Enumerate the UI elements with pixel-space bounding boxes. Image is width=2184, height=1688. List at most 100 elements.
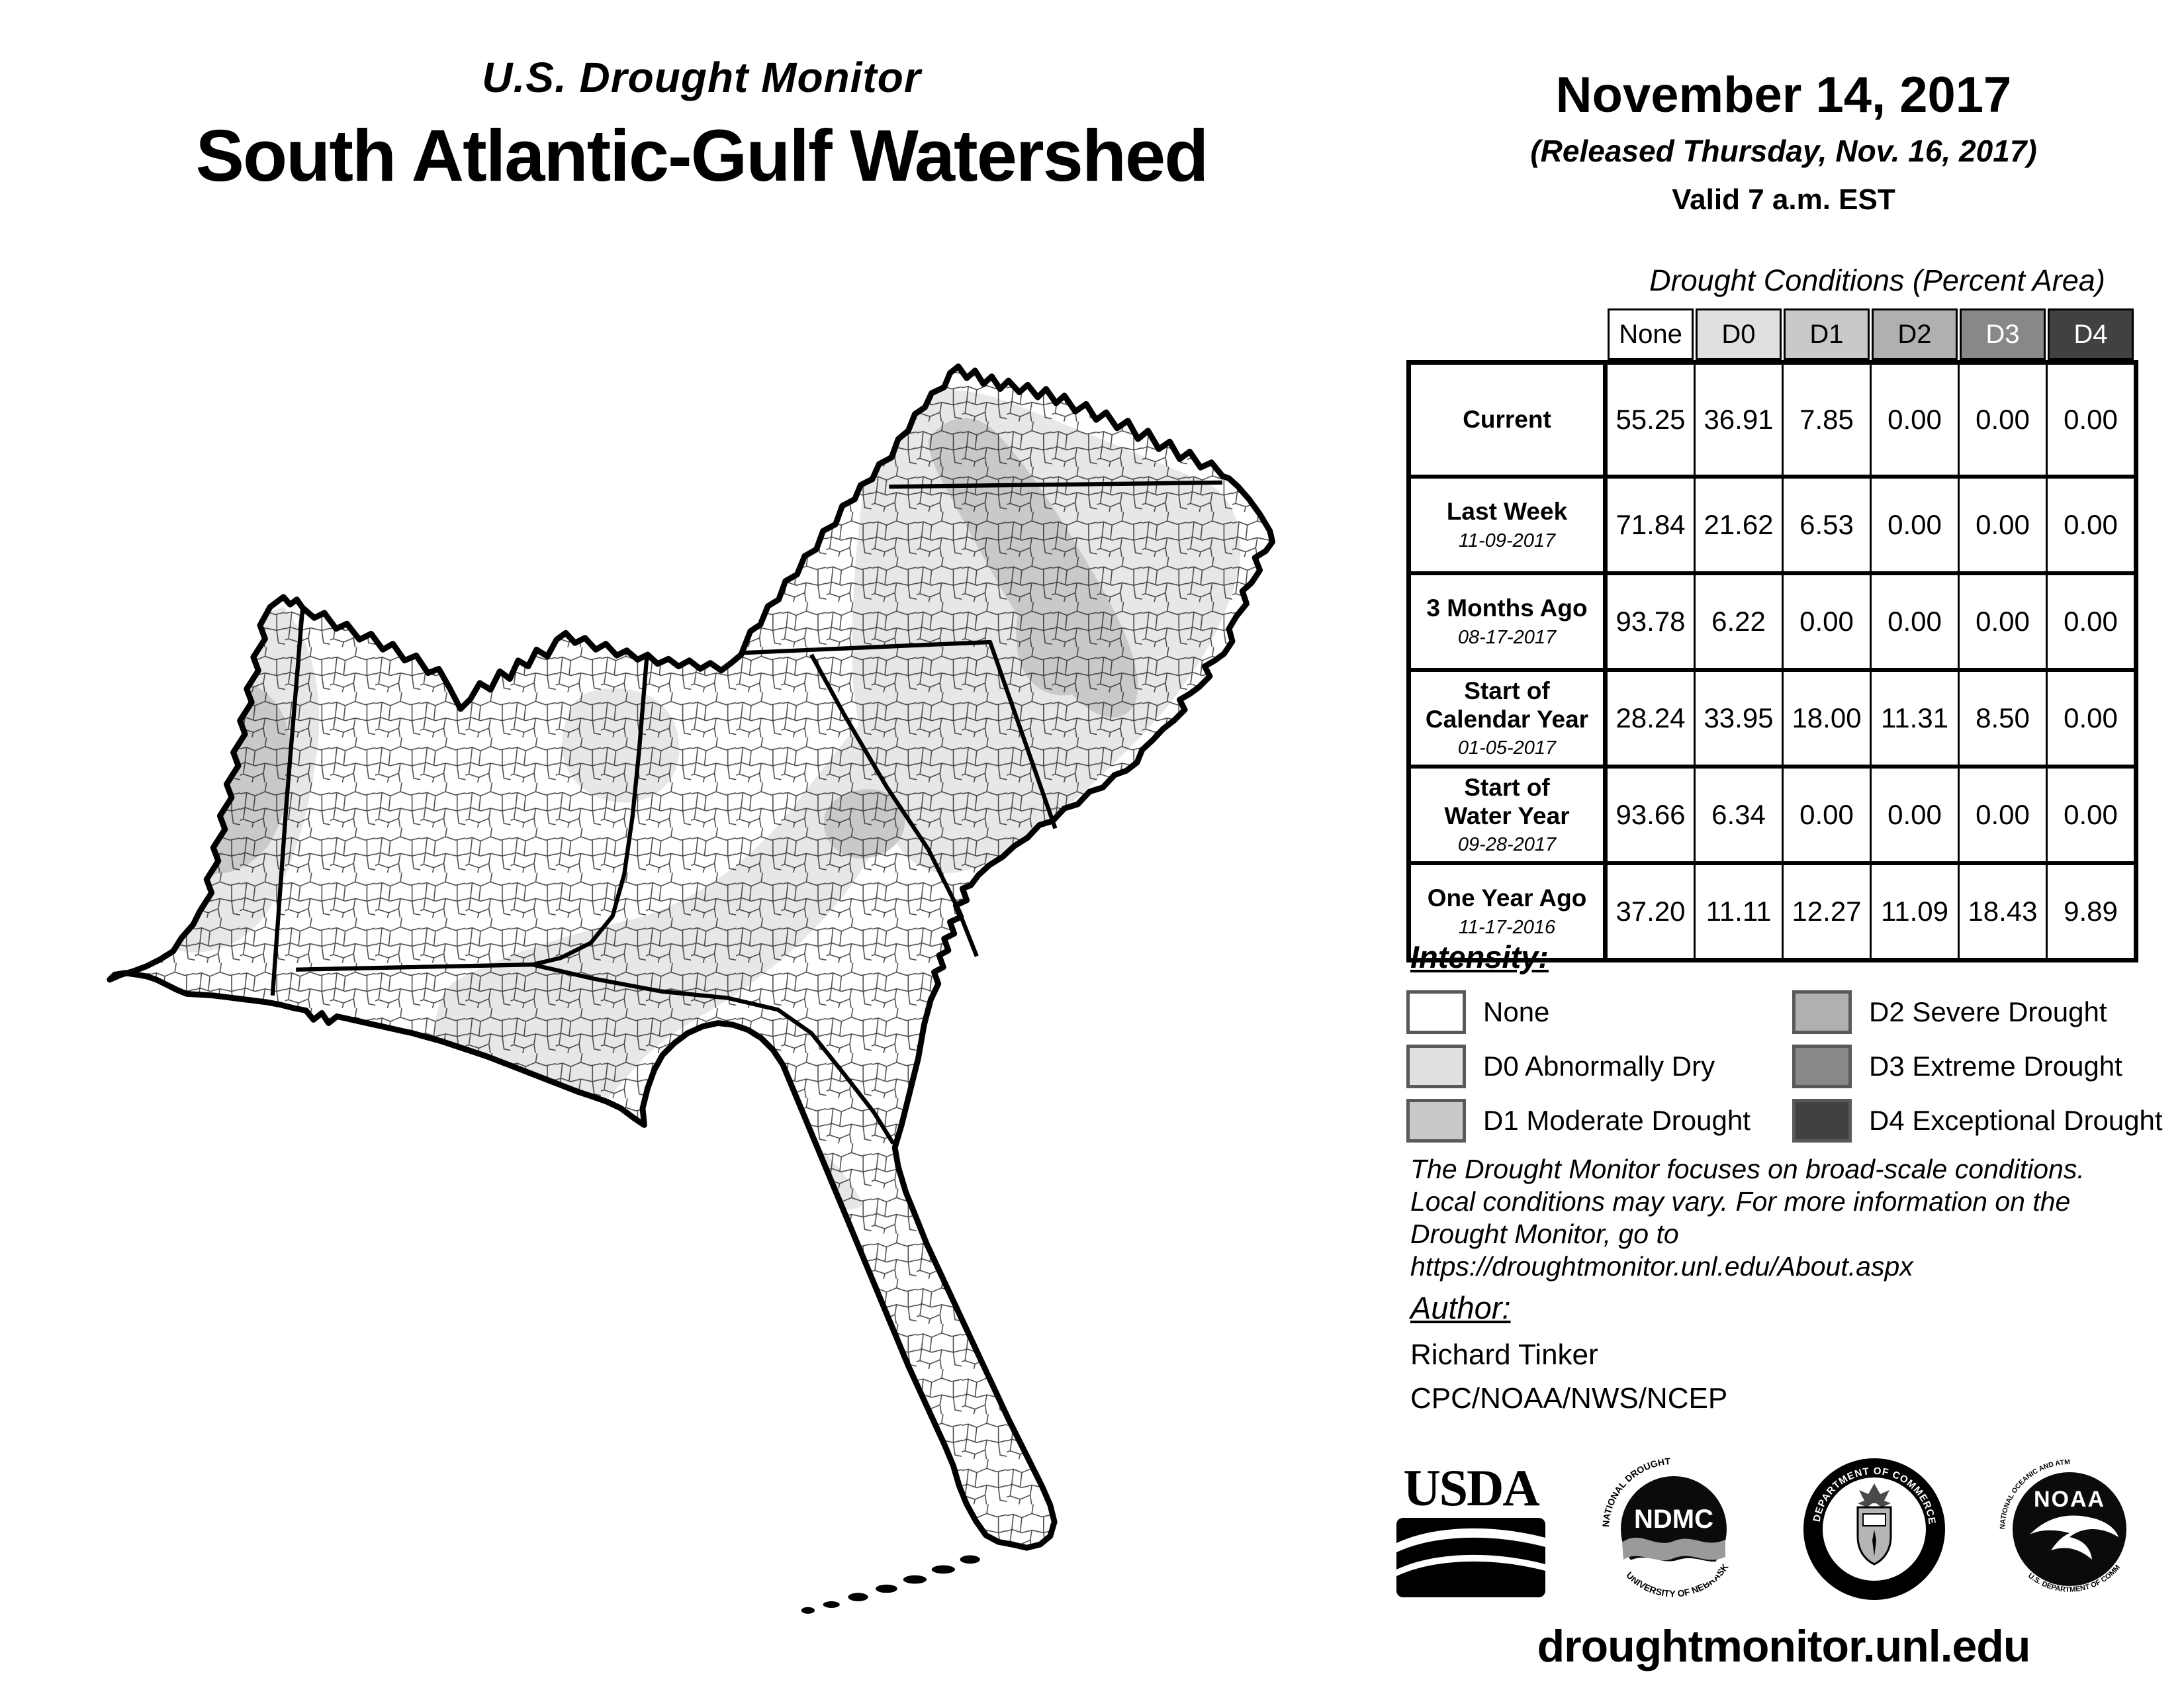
- table-column-header-d1: D1: [1784, 308, 1870, 360]
- row-label-text: Start of: [1464, 677, 1550, 704]
- row-label-text: Start of: [1464, 773, 1550, 801]
- value-cell-d0: 11.11: [1696, 865, 1784, 958]
- value-cell-d1: 0.00: [1784, 575, 1872, 668]
- usda-logo-text: USDA: [1403, 1458, 1539, 1517]
- author-heading: Author:: [1410, 1290, 1511, 1325]
- legend-label: D4 Exceptional Drought: [1869, 1105, 2163, 1136]
- title-block: U.S. Drought Monitor South Atlantic-Gulf…: [26, 53, 1377, 198]
- legend-label: D0 Abnormally Dry: [1483, 1051, 1715, 1082]
- date-block: November 14, 2017 (Released Thursday, No…: [1423, 66, 2144, 216]
- table-column-header-d4: D4: [2048, 308, 2134, 360]
- value-cell-d1: 18.00: [1784, 672, 1872, 765]
- value-cell-d4: 0.00: [2064, 702, 2118, 733]
- commerce-seal: DEPARTMENT OF COMMERCE UNITED STATES OF …: [1802, 1457, 1945, 1600]
- legend-item-d4: D4 Exceptional Drought: [1792, 1094, 2167, 1148]
- noaa-seagull: [2030, 1515, 2118, 1560]
- value-cell-d1: 12.27: [1784, 865, 1872, 958]
- legend-swatch-none: [1406, 990, 1466, 1034]
- state-boundaries: [270, 480, 1222, 1145]
- row-label: Current: [1411, 365, 1608, 475]
- row-label: 3 Months Ago 08-17-2017: [1411, 575, 1608, 668]
- table-column-header-d0: D0: [1696, 308, 1782, 360]
- value-cell-d1: 0.00: [1784, 769, 1872, 861]
- agency-logos: USDA NATIONAL DROUGHT MITIGATION CENTER …: [1396, 1446, 2144, 1612]
- legend-item-d3: D3 Extreme Drought: [1792, 1039, 2167, 1094]
- value-cell-d2: 0.00: [1872, 769, 1960, 861]
- watershed-outline: [107, 363, 1276, 1551]
- report-title: U.S. Drought Monitor: [482, 54, 921, 101]
- notes-line: The Drought Monitor focuses on broad-sca…: [1410, 1154, 2085, 1184]
- doc-eagle-shield: [1856, 1483, 1892, 1566]
- value-cell-none: 71.84: [1608, 479, 1696, 571]
- intensity-legend: None D0 Abnormally Dry D1 Moderate Drought…: [1406, 985, 2167, 1148]
- value-cell-d3: 0.00: [1960, 479, 2048, 571]
- legend-swatch-d3: [1792, 1045, 1852, 1088]
- row-label-text: Last Week: [1446, 498, 1568, 526]
- value-cell-d3: 0.00: [1960, 365, 2048, 475]
- value-cell-d1: 7.85: [1784, 365, 1872, 475]
- ndmc-logo: NATIONAL DROUGHT MITIGATION CENTER UNIVE…: [1594, 1450, 1752, 1607]
- region-title: South Atlantic-Gulf Watershed: [195, 115, 1209, 197]
- row-label: Start of Calendar Year 01-05-2017: [1411, 672, 1608, 765]
- value-cell-d4: 0.00: [2064, 509, 2118, 540]
- table-column-header-d3: D3: [1960, 308, 2046, 360]
- legend-label: None: [1483, 996, 1550, 1027]
- legend-label: D1 Moderate Drought: [1483, 1105, 1751, 1136]
- table-row: 3 Months Ago 08-17-2017 93.78 6.22 0.00 0.00 0…: [1411, 575, 2134, 672]
- value-cell-d2: 11.09: [1872, 865, 1960, 958]
- usda-logo: USDA: [1396, 1458, 1545, 1601]
- row-date: 11-09-2017: [1458, 530, 1556, 551]
- table-row: Start of Calendar Year 01-05-2017 28.24 33.9…: [1411, 672, 2134, 769]
- legend-swatch-d0: [1406, 1045, 1466, 1088]
- value-cell-none: 37.20: [1608, 865, 1696, 958]
- value-cell-d4: 0.00: [2064, 799, 2118, 830]
- value-cell-d3: 18.43: [1960, 865, 2048, 958]
- map-date: November 14, 2017: [1555, 67, 2012, 123]
- row-label: Start of Water Year 09-28-2017: [1411, 769, 1608, 861]
- legend-item-none: None: [1406, 985, 1792, 1039]
- value-cell-none: 55.25: [1608, 365, 1696, 475]
- value-cell-d2: 0.00: [1872, 575, 1960, 668]
- drought-conditions-table: None D0 D1 D2 D3 D4 Current 55.25 36.91 7.85 0.00…: [1406, 308, 2138, 962]
- row-label: One Year Ago 11-17-2016: [1411, 865, 1608, 958]
- table-row: Start of Water Year 09-28-2017 93.66 6.34 0.0…: [1411, 769, 2134, 865]
- value-cell-d0: 36.91: [1696, 365, 1784, 475]
- noaa-logo-text: NOAA: [2034, 1487, 2105, 1512]
- value-cell-d4: 9.89: [2064, 896, 2118, 927]
- footer-url: droughtmonitor.unl.edu: [1537, 1621, 2031, 1671]
- row-label-text: Water Year: [1444, 802, 1570, 829]
- legend-swatch-d1: [1406, 1099, 1466, 1143]
- value-cell-d4: 0.00: [2064, 404, 2118, 435]
- author-name: Richard Tinker: [1410, 1338, 1598, 1371]
- row-date: 09-28-2017: [1457, 834, 1557, 856]
- value-cell-d0: 6.34: [1696, 769, 1784, 861]
- disclaimer-notes: The Drought Monitor focuses on broad-sca…: [1410, 1153, 2184, 1283]
- row-label-text: 3 Months Ago: [1426, 594, 1588, 622]
- legend-swatch-d2: [1792, 990, 1852, 1034]
- drought-map: [107, 363, 1276, 1614]
- florida-keys: [801, 1555, 980, 1614]
- value-cell-d2: 11.31: [1872, 672, 1960, 765]
- notes-line: Local conditions may vary. For more info…: [1410, 1186, 2071, 1217]
- table-column-header-none: None: [1608, 308, 1694, 360]
- noaa-logo: NATIONAL OCEANIC AND ATMOSPHERIC ADMINIS…: [1995, 1454, 2144, 1603]
- value-cell-d2: 0.00: [1872, 479, 1960, 571]
- legend-heading: Intensity:: [1410, 939, 1549, 974]
- row-label: Last Week 11-09-2017: [1411, 479, 1608, 571]
- legend-swatch-d4: [1792, 1099, 1852, 1143]
- value-cell-none: 93.66: [1608, 769, 1696, 861]
- table-body: Current 55.25 36.91 7.85 0.00 0.00 0.00 Last We…: [1406, 360, 2138, 962]
- table-title: Drought Conditions (Percent Area): [1649, 263, 2105, 297]
- released-date: (Released Thursday, Nov. 16, 2017): [1530, 134, 2037, 168]
- row-label-text: One Year Ago: [1427, 884, 1587, 912]
- value-cell-none: 93.78: [1608, 575, 1696, 668]
- legend-label: D2 Severe Drought: [1869, 996, 2107, 1027]
- notes-line: Drought Monitor, go to https://droughtmo…: [1410, 1219, 1913, 1282]
- table-header-row: None D0 D1 D2 D3 D4: [1608, 308, 2138, 360]
- county-boundaries: [109, 366, 1273, 1548]
- legend-item-d1: D1 Moderate Drought: [1406, 1094, 1792, 1148]
- valid-time: Valid 7 a.m. EST: [1672, 183, 1895, 216]
- legend-item-d0: D0 Abnormally Dry: [1406, 1039, 1792, 1094]
- value-cell-d2: 0.00: [1872, 365, 1960, 475]
